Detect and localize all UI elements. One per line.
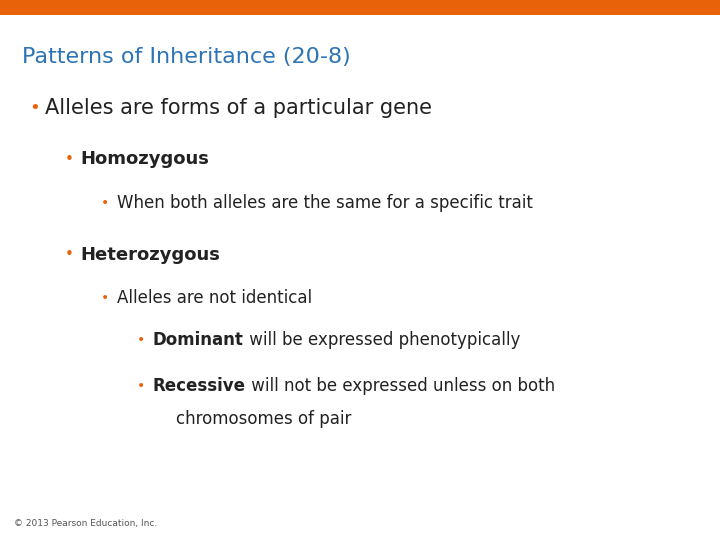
Text: will be expressed phenotypically: will be expressed phenotypically: [243, 331, 520, 349]
Text: •: •: [29, 99, 40, 117]
Text: When both alleles are the same for a specific trait: When both alleles are the same for a spe…: [117, 193, 533, 212]
Text: •: •: [65, 152, 73, 167]
Text: •: •: [137, 333, 145, 347]
Text: •: •: [101, 195, 109, 210]
Text: Recessive: Recessive: [153, 377, 246, 395]
Text: Heterozygous: Heterozygous: [81, 246, 220, 264]
Text: © 2013 Pearson Education, Inc.: © 2013 Pearson Education, Inc.: [14, 519, 158, 528]
Text: •: •: [101, 291, 109, 305]
Text: Homozygous: Homozygous: [81, 150, 210, 168]
Text: Patterns of Inheritance (20-8): Patterns of Inheritance (20-8): [22, 46, 351, 67]
Text: will not be expressed unless on both: will not be expressed unless on both: [246, 377, 555, 395]
Text: chromosomes of pair: chromosomes of pair: [176, 409, 352, 428]
Text: •: •: [137, 379, 145, 393]
Text: Dominant: Dominant: [153, 331, 243, 349]
Text: •: •: [65, 247, 73, 262]
Text: Alleles are forms of a particular gene: Alleles are forms of a particular gene: [45, 98, 432, 118]
Text: Alleles are not identical: Alleles are not identical: [117, 289, 312, 307]
